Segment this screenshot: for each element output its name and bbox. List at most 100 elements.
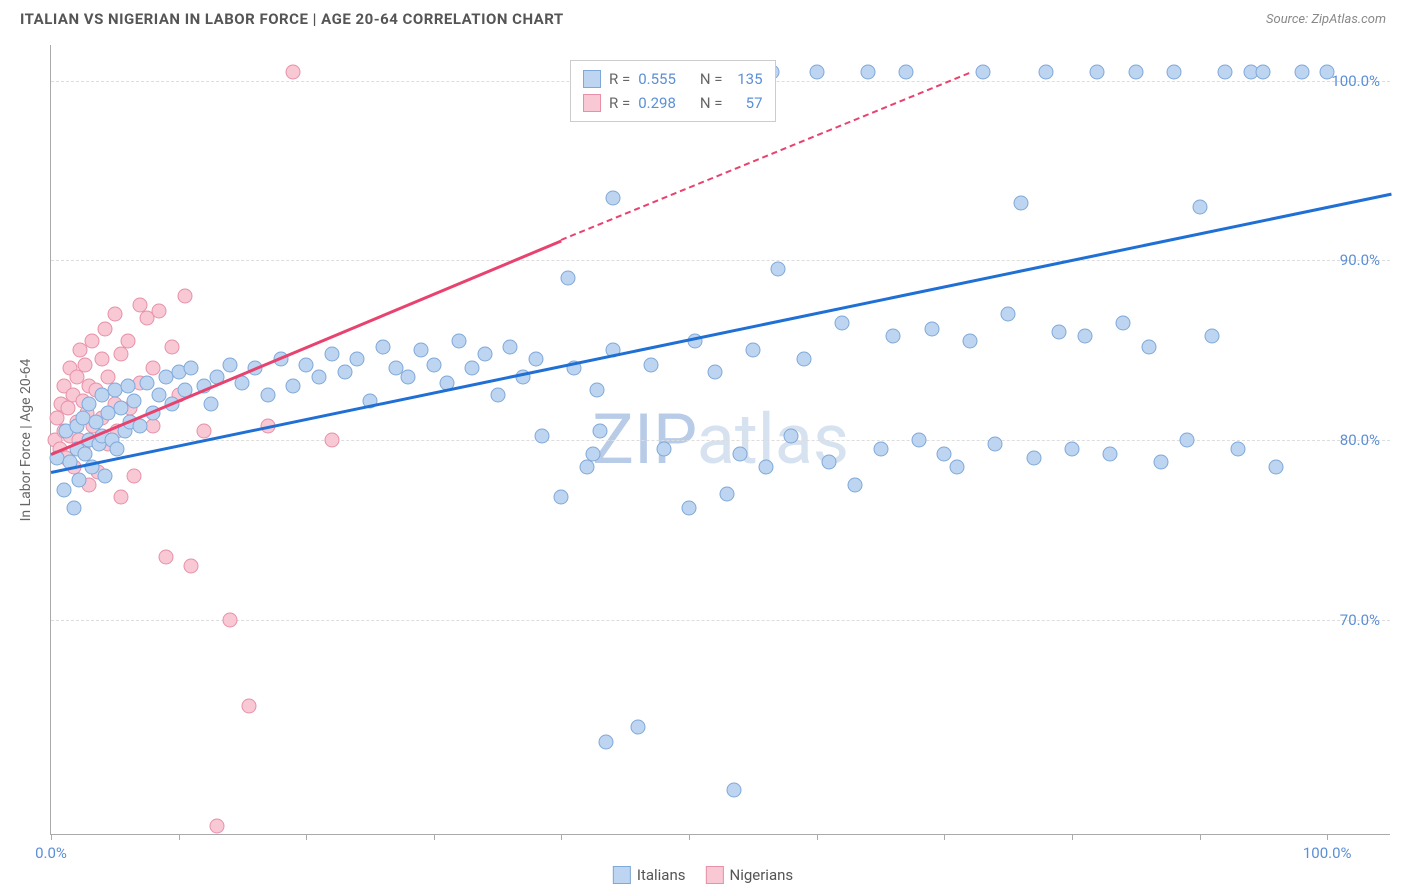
data-point-italians [452, 334, 467, 349]
data-point-italians [784, 429, 799, 444]
data-point-italians [1192, 199, 1207, 214]
data-point-nigerians [209, 819, 224, 834]
data-point-italians [860, 64, 875, 79]
data-point-italians [1116, 316, 1131, 331]
data-point-italians [554, 490, 569, 505]
data-point-italians [477, 346, 492, 361]
data-point-italians [809, 64, 824, 79]
r-value: 0.298 [638, 91, 676, 115]
data-point-italians [535, 429, 550, 444]
data-point-italians [490, 388, 505, 403]
data-point-italians [56, 483, 71, 498]
data-point-italians [1090, 64, 1105, 79]
data-point-italians [375, 339, 390, 354]
data-point-italians [873, 441, 888, 456]
data-point-italians [350, 352, 365, 367]
data-point-italians [426, 357, 441, 372]
data-point-italians [414, 343, 429, 358]
data-point-italians [937, 447, 952, 462]
data-point-italians [848, 477, 863, 492]
y-tick-label: 80.0% [1340, 431, 1380, 449]
data-point-italians [312, 370, 327, 385]
data-point-italians [1205, 328, 1220, 343]
data-point-italians [1128, 64, 1143, 79]
data-point-nigerians [222, 612, 237, 627]
data-point-italians [1320, 64, 1335, 79]
data-point-italians [1154, 454, 1169, 469]
data-point-nigerians [152, 303, 167, 318]
x-tick [689, 834, 690, 840]
data-point-italians [796, 352, 811, 367]
data-point-nigerians [286, 64, 301, 79]
data-point-italians [1294, 64, 1309, 79]
data-point-italians [924, 321, 939, 336]
data-point-italians [465, 361, 480, 376]
data-point-italians [260, 388, 275, 403]
x-tick [944, 834, 945, 840]
data-point-italians [886, 328, 901, 343]
data-point-italians [1179, 433, 1194, 448]
data-point-italians [656, 441, 671, 456]
legend-label: Italians [637, 866, 686, 884]
data-point-italians [222, 357, 237, 372]
data-point-nigerians [178, 289, 193, 304]
n-label: N = [700, 67, 723, 91]
data-point-italians [707, 364, 722, 379]
legend-row-italians: R = 0.555 N = 135 [583, 67, 763, 91]
data-point-italians [1052, 325, 1067, 340]
data-point-italians [72, 472, 87, 487]
data-point-italians [592, 424, 607, 439]
data-point-italians [911, 433, 926, 448]
data-point-italians [599, 734, 614, 749]
data-point-nigerians [197, 424, 212, 439]
data-point-nigerians [78, 357, 93, 372]
data-point-italians [1230, 441, 1245, 456]
n-value: 57 [731, 91, 763, 115]
data-point-italians [835, 316, 850, 331]
data-point-nigerians [84, 334, 99, 349]
data-point-italians [758, 459, 773, 474]
x-tick [306, 834, 307, 840]
source-attribution: Source: ZipAtlas.com [1266, 12, 1386, 27]
legend-swatch [706, 866, 724, 884]
r-label: R = [609, 67, 630, 91]
data-point-italians [975, 64, 990, 79]
y-axis-label: In Labor Force | Age 20-64 [18, 358, 34, 521]
n-value: 135 [731, 67, 763, 91]
data-point-italians [1026, 450, 1041, 465]
data-point-italians [1103, 447, 1118, 462]
legend-swatch [613, 866, 631, 884]
data-point-italians [1167, 64, 1182, 79]
data-point-italians [726, 783, 741, 798]
x-tick-label: 0.0% [35, 844, 67, 862]
data-point-italians [337, 364, 352, 379]
x-tick [561, 834, 562, 840]
legend-swatch [583, 70, 601, 88]
data-point-italians [120, 379, 135, 394]
data-point-italians [82, 397, 97, 412]
data-point-italians [605, 190, 620, 205]
data-point-italians [899, 64, 914, 79]
legend-item-italians: Italians [613, 866, 686, 884]
data-point-italians [586, 447, 601, 462]
data-point-nigerians [107, 307, 122, 322]
series-legend: Italians Nigerians [613, 866, 793, 884]
data-point-italians [1001, 307, 1016, 322]
data-point-nigerians [120, 334, 135, 349]
y-tick-label: 90.0% [1340, 251, 1380, 269]
data-point-italians [299, 357, 314, 372]
legend-label: Nigerians [730, 866, 794, 884]
data-point-italians [560, 271, 575, 286]
x-tick [51, 834, 52, 840]
data-point-italians [1269, 459, 1284, 474]
data-point-nigerians [165, 339, 180, 354]
data-point-italians [139, 375, 154, 390]
data-point-italians [1064, 441, 1079, 456]
regression-line [51, 192, 1391, 473]
n-label: N = [700, 91, 723, 115]
data-point-italians [733, 447, 748, 462]
r-value: 0.555 [638, 67, 676, 91]
data-point-nigerians [97, 321, 112, 336]
data-point-nigerians [324, 433, 339, 448]
source-prefix: Source: [1266, 12, 1311, 27]
